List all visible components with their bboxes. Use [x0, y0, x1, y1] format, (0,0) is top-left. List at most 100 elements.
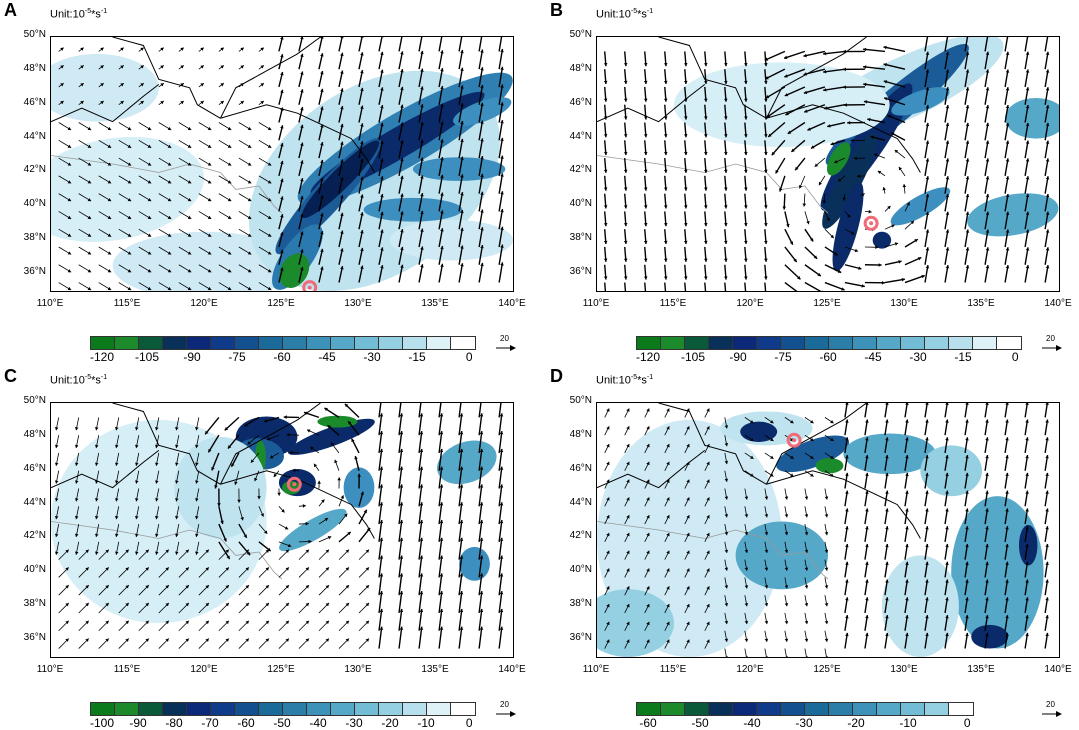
- wind-vector: [1045, 403, 1049, 417]
- wind-vector: [624, 247, 628, 262]
- wind-vector: [745, 631, 749, 642]
- wind-vector: [79, 621, 89, 631]
- wind-vector: [625, 408, 630, 417]
- wind-vector: [1005, 87, 1009, 104]
- wind-vector: [59, 283, 71, 290]
- wind-vector: [499, 49, 504, 69]
- wind-vector: [179, 48, 184, 52]
- wind-vector: [765, 51, 785, 60]
- map-canvas: [51, 37, 513, 291]
- colorbar-cell: [451, 703, 475, 715]
- wind-vector: [279, 108, 284, 123]
- wind-vector: [802, 194, 806, 207]
- colorbar-tick-label: -75: [768, 350, 798, 364]
- shading-contour: [431, 433, 503, 492]
- wind-vector: [903, 184, 907, 194]
- colorbar-tick-label: -105: [132, 350, 162, 364]
- wind-vector: [339, 585, 349, 595]
- wind-vector: [359, 603, 369, 613]
- wind-vector: [1005, 70, 1009, 87]
- colorbar-tick-label: -60: [633, 716, 663, 730]
- wind-vector: [339, 567, 349, 577]
- lat-tick-label: 42°N: [6, 164, 46, 175]
- wind-vector: [925, 176, 929, 193]
- wind-vector: [239, 140, 251, 147]
- wind-vector: [1045, 158, 1049, 175]
- wind-vector: [604, 194, 608, 209]
- wind-vector: [865, 597, 869, 613]
- wind-vector: [319, 603, 329, 613]
- colorbar-cell: [781, 703, 805, 715]
- colorbar-cell: [901, 703, 925, 715]
- lat-tick-label: 40°N: [552, 564, 592, 575]
- wind-vector: [334, 460, 339, 471]
- wind-vector: [782, 194, 786, 210]
- wind-vector: [744, 211, 748, 226]
- wind-vector: [865, 526, 869, 542]
- wind-vector: [259, 101, 264, 105]
- colorbar-cell: [163, 703, 187, 715]
- colorbar-tick-label: -15: [402, 350, 432, 364]
- wind-vector: [724, 211, 728, 226]
- wind-vector: [724, 176, 728, 191]
- wind-vector: [865, 580, 869, 596]
- colorbar-cell: [187, 337, 211, 349]
- wind-vector: [845, 633, 849, 649]
- lon-tick-label: 140°E: [1038, 298, 1078, 309]
- lat-tick-label: 38°N: [552, 232, 592, 243]
- colorbar-cell: [805, 337, 829, 349]
- lon-tick-label: 110°E: [30, 664, 70, 675]
- wind-vector: [885, 562, 889, 578]
- colorbar-tick-label: -105: [678, 350, 708, 364]
- colorbar-tick-label: -60: [267, 350, 297, 364]
- wind-vector: [1005, 141, 1009, 158]
- wind-vector: [319, 499, 324, 506]
- wind-vector: [284, 415, 299, 419]
- wind-vector: [299, 72, 304, 87]
- wind-vector: [359, 52, 364, 69]
- wind-vector: [59, 247, 71, 254]
- wind-vector: [744, 265, 748, 280]
- wind-vector: [604, 265, 608, 280]
- wind-vector: [199, 83, 204, 87]
- wind-vector: [99, 123, 111, 130]
- wind-vector: [684, 176, 688, 191]
- wind-vector: [965, 491, 969, 507]
- colorbar-cell: [949, 703, 973, 715]
- wind-vector: [1045, 176, 1049, 193]
- shading-contour: [951, 496, 1043, 648]
- wind-vector: [299, 504, 306, 508]
- wind-vector: [845, 580, 849, 596]
- wind-vector: [279, 72, 284, 87]
- colorbar-tick-label: -60: [231, 716, 261, 730]
- wind-vector: [399, 37, 404, 51]
- wind-vector: [179, 140, 191, 147]
- wind-vector: [624, 229, 628, 244]
- lon-tick-label: 120°E: [730, 298, 770, 309]
- wind-vector: [604, 123, 608, 138]
- wind-vector: [199, 621, 209, 631]
- wind-vector: [965, 87, 969, 104]
- unit-label: Unit:10-5*s-1: [50, 8, 107, 21]
- wind-vector: [899, 167, 905, 176]
- wind-vector: [159, 48, 164, 52]
- reference-vector: 20: [1040, 336, 1064, 354]
- wind-vector: [314, 464, 319, 471]
- wind-vector: [59, 621, 69, 631]
- wind-vector: [863, 48, 885, 52]
- wind-vector: [99, 621, 109, 631]
- colorbar-cell: [259, 337, 283, 349]
- wind-vector: [99, 48, 104, 52]
- wind-vector: [945, 526, 949, 542]
- wind-vector: [925, 403, 929, 417]
- wind-vector: [985, 105, 989, 122]
- lon-tick-label: 120°E: [730, 664, 770, 675]
- coastline: [597, 156, 828, 214]
- wind-vector: [1005, 265, 1009, 282]
- lat-tick-label: 50°N: [552, 395, 592, 406]
- map-canvas: [51, 403, 513, 657]
- wind-vector: [339, 71, 344, 87]
- wind-vector: [59, 639, 69, 649]
- wind-vector: [905, 257, 921, 265]
